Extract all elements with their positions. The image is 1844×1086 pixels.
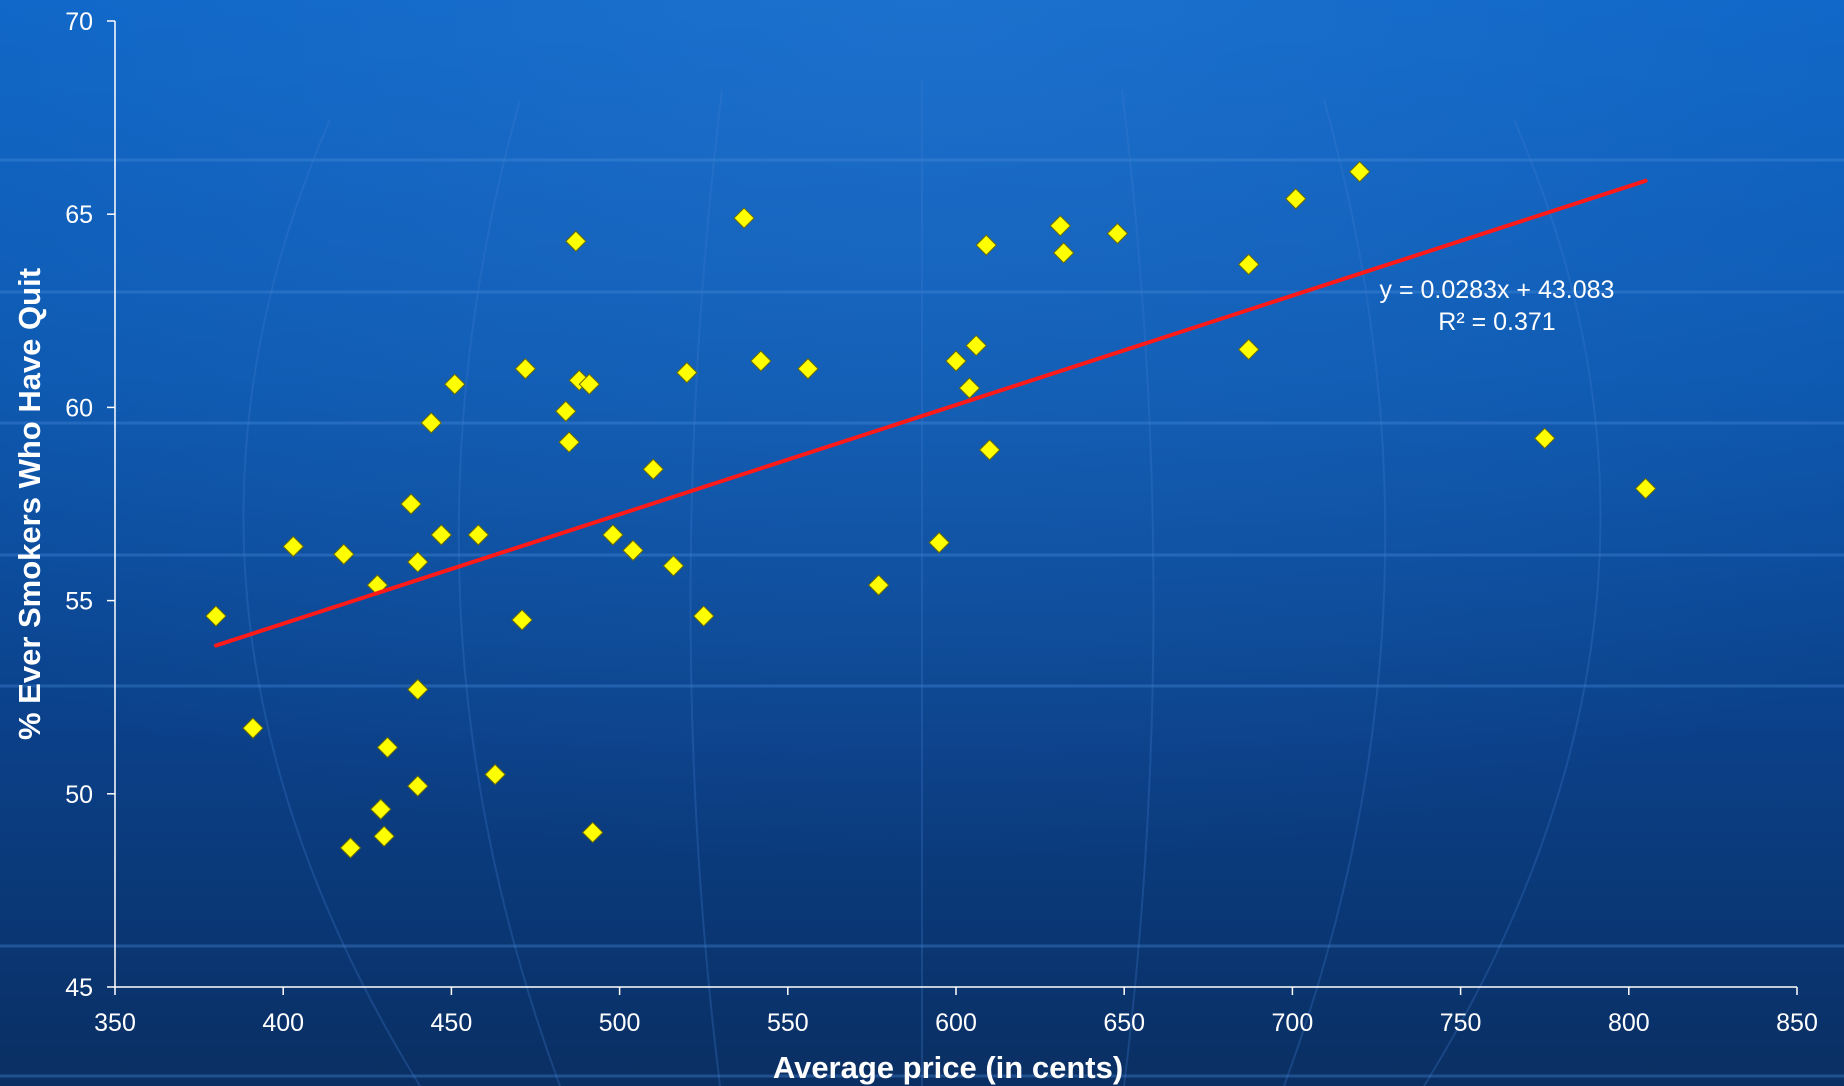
data-point bbox=[1237, 338, 1260, 361]
x-axis-title: Average price (in cents) bbox=[773, 1050, 1123, 1085]
data-point bbox=[1533, 427, 1556, 450]
data-point bbox=[1634, 477, 1657, 500]
trendline-equation: y = 0.0283x + 43.083 bbox=[1380, 276, 1615, 304]
y-tick-label: 65 bbox=[65, 201, 93, 229]
data-point bbox=[484, 763, 506, 786]
data-point bbox=[733, 207, 755, 229]
x-tick-label: 350 bbox=[94, 1009, 136, 1037]
data-point bbox=[407, 678, 429, 701]
data-point bbox=[514, 358, 537, 380]
y-tick-label: 55 bbox=[65, 588, 93, 616]
data-point bbox=[511, 609, 533, 631]
data-point bbox=[978, 439, 1001, 461]
data-point bbox=[555, 400, 577, 422]
data-point bbox=[676, 361, 698, 384]
y-tick-label: 45 bbox=[65, 974, 93, 1002]
y-axis-ticks: 45 50 55 60 65 70 bbox=[65, 8, 115, 1002]
data-point bbox=[1052, 242, 1075, 264]
axes: 45 50 55 60 65 70 350 400 450 500 550 600 650 700 750… bbox=[65, 8, 1818, 1037]
x-tick-label: 750 bbox=[1440, 1009, 1482, 1037]
data-point bbox=[1348, 160, 1371, 183]
x-tick-label: 650 bbox=[1103, 1009, 1145, 1037]
data-point bbox=[400, 493, 422, 515]
data-point bbox=[558, 431, 580, 453]
data-point bbox=[376, 736, 399, 759]
data-point bbox=[1285, 188, 1307, 210]
data-point bbox=[797, 358, 819, 380]
trendline bbox=[213, 178, 1648, 648]
data-point bbox=[1106, 222, 1129, 245]
data-point bbox=[430, 524, 453, 546]
data-point bbox=[467, 524, 490, 546]
x-tick-label: 400 bbox=[262, 1009, 304, 1037]
trendline-r-squared: R² = 0.371 bbox=[1438, 308, 1555, 336]
x-tick-label: 850 bbox=[1776, 1009, 1818, 1037]
data-point bbox=[965, 334, 987, 357]
data-point bbox=[750, 350, 772, 372]
data-point bbox=[407, 551, 429, 573]
data-point bbox=[444, 373, 466, 395]
data-point bbox=[867, 574, 890, 596]
data-point bbox=[662, 555, 685, 577]
data-point bbox=[242, 717, 264, 739]
data-point bbox=[928, 531, 950, 554]
y-tick-label: 70 bbox=[65, 8, 93, 36]
data-point bbox=[578, 373, 601, 395]
data-point bbox=[602, 524, 624, 546]
data-points bbox=[205, 160, 1657, 859]
x-tick-label: 700 bbox=[1272, 1009, 1314, 1037]
data-point bbox=[1237, 253, 1260, 276]
x-tick-label: 800 bbox=[1608, 1009, 1650, 1037]
data-point bbox=[370, 798, 392, 820]
data-point bbox=[333, 543, 355, 565]
x-tick-label: 500 bbox=[599, 1009, 641, 1037]
data-point bbox=[945, 350, 967, 372]
data-point bbox=[1049, 215, 1071, 237]
data-point bbox=[642, 458, 664, 480]
data-point bbox=[407, 775, 429, 797]
data-point bbox=[339, 837, 362, 859]
data-point bbox=[692, 605, 715, 627]
data-point bbox=[282, 535, 304, 558]
data-point bbox=[420, 412, 442, 434]
y-axis-title: % Ever Smokers Who Have Quit bbox=[12, 268, 47, 740]
data-point bbox=[565, 230, 587, 252]
data-point bbox=[622, 539, 644, 562]
data-point bbox=[373, 825, 395, 848]
data-point bbox=[975, 234, 997, 256]
x-axis-ticks: 350 400 450 500 550 600 650 700 750 800 850 bbox=[94, 987, 1818, 1037]
y-tick-label: 60 bbox=[65, 394, 93, 422]
x-tick-label: 450 bbox=[431, 1009, 473, 1037]
data-point bbox=[581, 821, 604, 844]
data-point bbox=[205, 605, 227, 627]
y-tick-label: 50 bbox=[65, 781, 93, 809]
x-tick-label: 550 bbox=[767, 1009, 809, 1037]
x-tick-label: 600 bbox=[935, 1009, 977, 1037]
data-point bbox=[958, 377, 981, 399]
